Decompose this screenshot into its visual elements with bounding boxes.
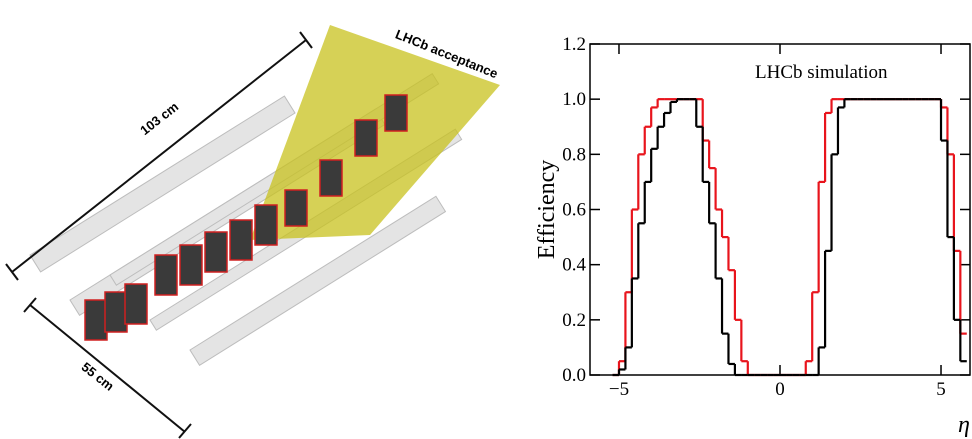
annotation: LHCb simulation xyxy=(755,62,888,83)
x-tick-label: −5 xyxy=(609,379,629,400)
y-tick-label: 0.6 xyxy=(562,200,586,221)
x-tick-label: 5 xyxy=(936,379,946,400)
y-tick-label: 1.0 xyxy=(562,89,586,110)
x-axis-label: η xyxy=(958,412,970,438)
width-label: 55 cm xyxy=(79,359,117,394)
modules xyxy=(84,94,408,341)
efficiency-chart: 0.0 0.2 0.4 0.6 0.8 1.0 1.2 −5 0 5 Efficiency η LHCb… xyxy=(534,34,971,438)
plot-frame xyxy=(589,43,971,376)
y-tick-label: 0.8 xyxy=(562,144,586,165)
length-label: 103 cm xyxy=(137,99,181,138)
y-tick-label: 0.0 xyxy=(562,365,586,386)
y-tick-label: 1.2 xyxy=(562,34,586,55)
y-tick-label: 0.2 xyxy=(562,310,586,331)
x-tick-label: 0 xyxy=(775,379,785,400)
y-axis-label: Efficiency xyxy=(534,160,560,260)
detector-illustration: LHCb acceptance 103 cm 55 cm xyxy=(5,25,500,439)
dimension-lines xyxy=(5,31,313,439)
y-tick-label: 0.4 xyxy=(562,255,586,276)
